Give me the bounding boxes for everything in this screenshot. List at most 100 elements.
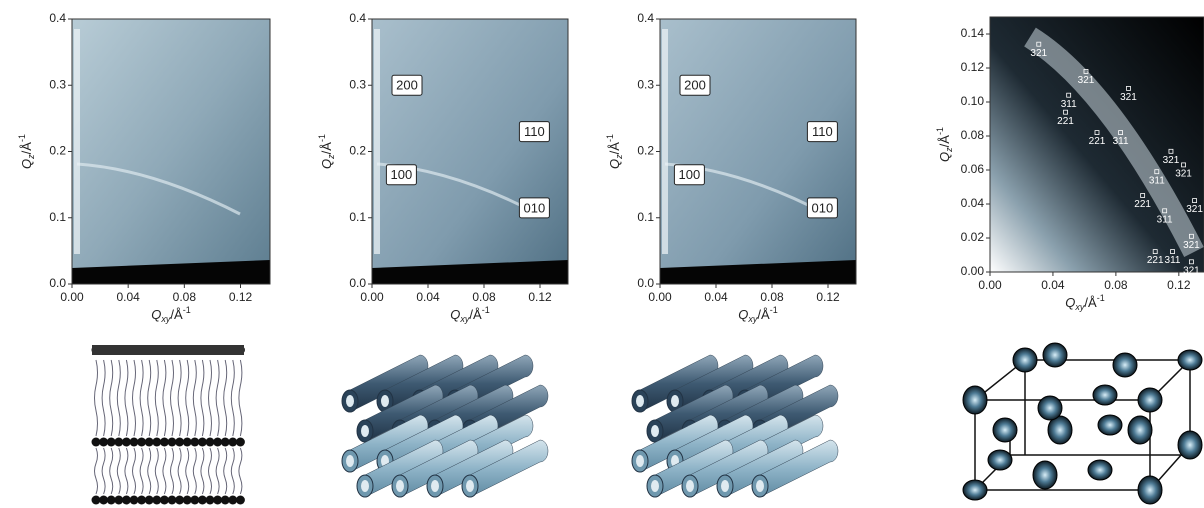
x-tick-label: 0.00 (648, 290, 672, 304)
x-tick-label: 0.04 (704, 290, 728, 304)
annotation: 100 (679, 167, 701, 182)
tail (224, 360, 227, 436)
tail (95, 448, 98, 494)
annotation: 221 (1147, 255, 1164, 266)
axis-label-part: -1 (17, 134, 27, 142)
cylinder-hole (686, 480, 694, 492)
axis-label-part: /Å (937, 135, 952, 148)
y-tick-label: 0.4 (349, 11, 366, 25)
tail (216, 448, 219, 494)
annotation: 110 (524, 124, 545, 139)
heatmap-image (72, 19, 270, 284)
illustrations (92, 343, 1203, 505)
y-tick-label: 0.04 (961, 196, 985, 210)
atom (1013, 348, 1037, 372)
cylinder-hole (466, 480, 474, 492)
y-tick-label: 0.2 (637, 144, 654, 158)
cylinder-hole (346, 395, 354, 407)
axis-label-part: -1 (482, 305, 490, 315)
top-layer (92, 345, 244, 355)
y-tick-label: 0.3 (637, 77, 654, 91)
axis-label-part: Q (937, 152, 952, 162)
axis-label-part: Q (450, 307, 460, 322)
axis-label-part: -1 (935, 127, 945, 135)
tail (155, 448, 158, 494)
y-tick-label: 0.06 (961, 162, 985, 176)
axis-label-part: -1 (183, 305, 191, 315)
tail (231, 448, 234, 494)
annotation: 321 (1163, 155, 1180, 166)
annotation: 321 (1183, 265, 1200, 276)
tail (186, 360, 189, 436)
cylinder-hole (636, 455, 644, 467)
atom (1138, 476, 1162, 504)
x-tick-label: 0.00 (360, 290, 384, 304)
tail (171, 360, 174, 436)
y-tick-label: 0.02 (961, 230, 985, 244)
y-tick-label: 0.3 (349, 77, 366, 91)
axis-label-part: /Å (1084, 295, 1097, 310)
annotation: 321 (1183, 240, 1200, 251)
figure: 0.000.040.080.120.00.10.20.30.4Qxy/Å-1Qz… (0, 0, 1204, 508)
x-tick-label: 0.04 (1041, 278, 1065, 292)
y-tick-label: 0.12 (961, 60, 985, 74)
axis-label: Qz/Å-1 (317, 134, 336, 169)
y-tick-label: 0.4 (637, 11, 654, 25)
annotation: 221 (1057, 116, 1074, 127)
tail (102, 360, 105, 436)
tail (239, 448, 242, 494)
tail (209, 448, 212, 494)
y-tick-label: 0.2 (49, 144, 66, 158)
heatmap-image (372, 19, 568, 284)
annotation: 010 (524, 200, 546, 215)
x-tick-label: 0.04 (416, 290, 440, 304)
annotation: 221 (1089, 136, 1106, 147)
annotation: 010 (812, 200, 834, 215)
annotation: 321 (1030, 48, 1047, 59)
specular-rod (374, 29, 380, 254)
annotation: 221 (1134, 199, 1151, 210)
tail (117, 360, 120, 436)
axis-label-part: xy (459, 314, 470, 324)
x-tick-label: 0.12 (816, 290, 840, 304)
tail (163, 360, 166, 436)
annotation: 100 (391, 167, 413, 182)
axis-label-part: xy (1074, 302, 1085, 312)
annotation: 110 (812, 124, 833, 139)
y-tick-label: 0.4 (49, 11, 66, 25)
x-tick-label: 0.08 (1104, 278, 1128, 292)
annotation: 311 (1061, 99, 1077, 110)
axis-label-part: Q (19, 159, 34, 169)
tail (193, 360, 196, 436)
atom (988, 450, 1012, 470)
x-tick-label: 0.12 (528, 290, 552, 304)
y-tick-label: 0.1 (49, 210, 66, 224)
axis-label-part: -1 (770, 305, 778, 315)
x-tick-label: 0.12 (229, 290, 253, 304)
cylinder-hole (721, 480, 729, 492)
tail (216, 360, 219, 436)
annotation: 321 (1186, 204, 1203, 215)
atom (1113, 353, 1137, 377)
cylinder-hole (756, 480, 764, 492)
specular-rod (74, 29, 80, 254)
tail (155, 360, 158, 436)
axis-label: Qz/Å-1 (935, 127, 954, 162)
tail (193, 448, 196, 494)
axis-label: Qxy/Å-1 (1065, 293, 1104, 312)
tail (133, 448, 136, 494)
y-tick-label: 0.0 (49, 276, 66, 290)
axis-label: Qxy/Å-1 (450, 305, 489, 324)
cylinder-hole (651, 480, 659, 492)
atom (1098, 415, 1122, 435)
axis-label-part: /Å (469, 307, 482, 322)
cylinder-hole (361, 425, 369, 437)
axis-label-part: Q (1065, 295, 1075, 310)
atom (963, 386, 987, 414)
tail (110, 360, 113, 436)
tail (148, 360, 151, 436)
cylinder-hole (381, 395, 389, 407)
axis-label-part: -1 (605, 134, 615, 142)
tail (110, 448, 113, 494)
tail (178, 448, 181, 494)
